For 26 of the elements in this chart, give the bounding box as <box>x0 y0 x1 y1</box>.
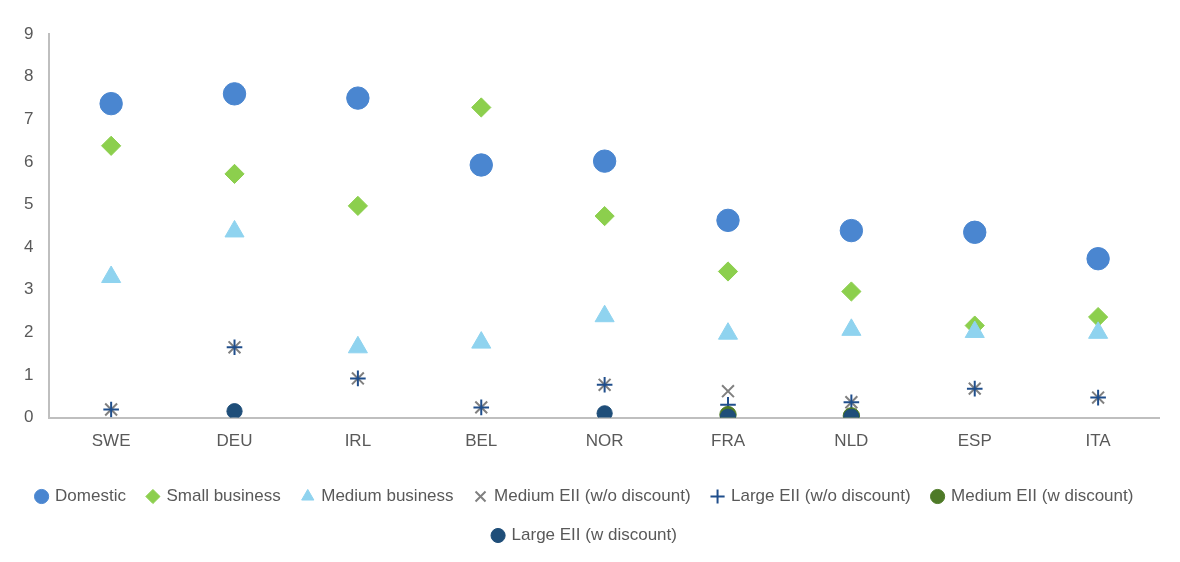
legend-label: Large EII (w/o discount) <box>731 486 911 506</box>
x-tick-label: DEU <box>216 431 253 451</box>
x-tick-label: ESP <box>957 431 992 451</box>
y-tick-label: 4 <box>23 236 34 256</box>
legend-label: Domestic <box>55 486 127 506</box>
y-tick-label: 3 <box>23 279 34 299</box>
x-tick-label: FRA <box>711 431 746 451</box>
y-tick-label: 5 <box>23 194 34 214</box>
y-tick-label: 2 <box>23 322 34 342</box>
legend-label: Large EII (w discount) <box>511 525 677 545</box>
y-tick-label: 6 <box>23 151 34 171</box>
legend-label: Medium EII (w/o discount) <box>494 486 691 506</box>
legend-label: Medium EII (w discount) <box>951 486 1134 506</box>
x-tick-label: SWE <box>91 431 131 451</box>
y-tick-label: 7 <box>23 109 34 129</box>
x-tick-label: NLD <box>834 431 869 451</box>
legend-label: Medium business <box>321 486 454 506</box>
y-tick-label: 0 <box>23 407 34 427</box>
x-tick-label: BEL <box>465 431 498 451</box>
x-tick-label: NOR <box>585 431 624 451</box>
y-tick-label: 9 <box>23 23 34 43</box>
x-tick-label: IRL <box>344 431 372 451</box>
x-tick-label: ITA <box>1085 431 1112 451</box>
y-tick-label: 8 <box>23 66 34 86</box>
y-tick-label: 1 <box>23 364 34 384</box>
legend-label: Small business <box>166 486 281 506</box>
